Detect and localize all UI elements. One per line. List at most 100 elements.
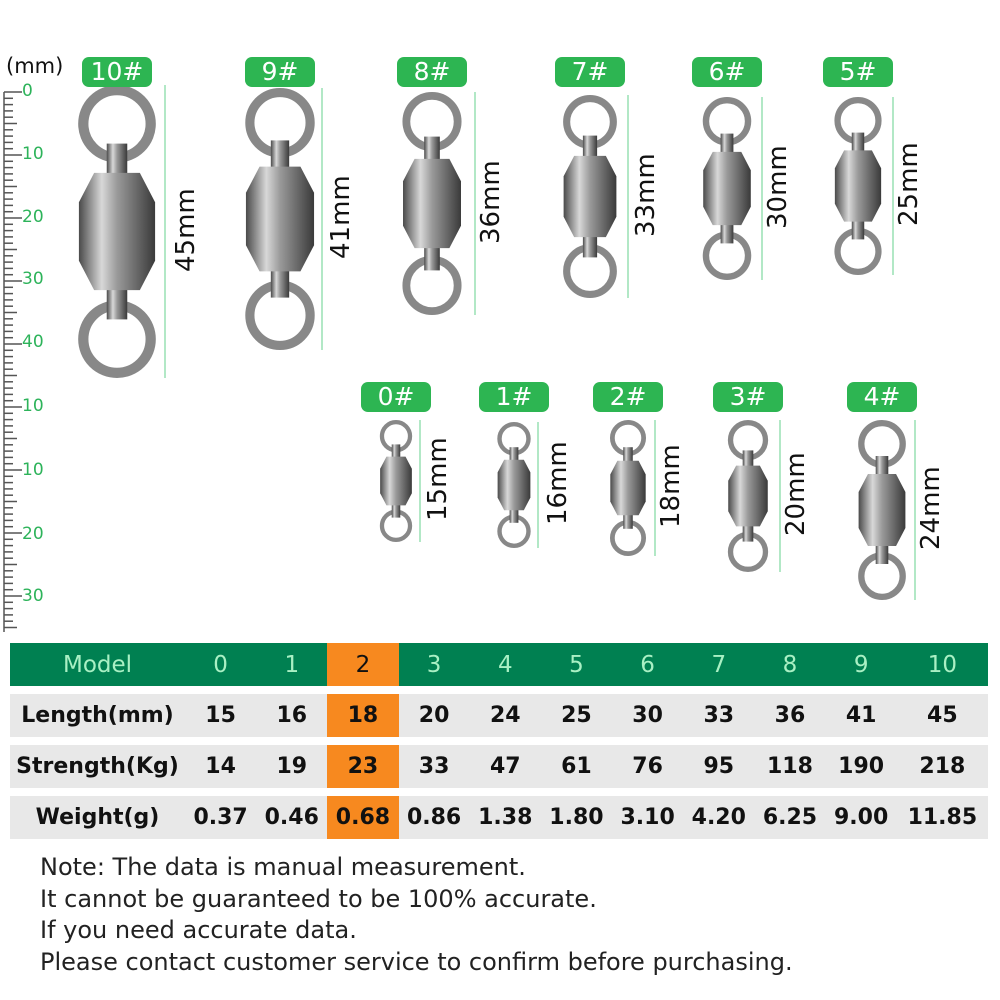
ruler-label: 30 [22, 586, 44, 606]
length-label: 30mm [763, 144, 793, 229]
table-cell: 7 [683, 643, 755, 686]
table-cell: 14 [185, 745, 257, 788]
note-line: Please contact customer service to confi… [40, 947, 793, 976]
table-cell: 3.10 [612, 796, 684, 839]
size-tag: 4# [847, 382, 917, 412]
size-tag: 2# [593, 382, 663, 412]
table-cell: 61 [540, 745, 613, 788]
table-cell: 4.20 [683, 796, 755, 839]
table-cell: 6.25 [754, 796, 826, 839]
length-label: 18mm [656, 444, 686, 528]
table-cell: 218 [896, 745, 988, 788]
length-label: 16mm [543, 441, 573, 525]
length-label: 33mm [631, 152, 661, 237]
ruler-label: 40 [22, 332, 44, 352]
note-line: It cannot be guaranteed to be 100% accur… [40, 884, 597, 913]
length-label: 36mm [476, 159, 506, 244]
swivel-9# [245, 87, 315, 350]
size-tag: 10# [82, 57, 152, 87]
length-label: 25mm [894, 142, 924, 226]
size-tag: 8# [397, 57, 467, 87]
ruler-label: 10 [22, 144, 44, 164]
length-label: 20mm [781, 452, 811, 536]
table-cell: 10 [896, 643, 988, 686]
table-cell: 41 [825, 694, 897, 737]
ruler-label: 20 [22, 524, 44, 544]
table-cell: 0.86 [398, 796, 470, 839]
ruler-label: 10 [22, 396, 44, 416]
row-label: Weight(g) [10, 796, 185, 839]
swivel-illustrations [3, 85, 916, 632]
swivel-6# [702, 96, 752, 281]
table-cell: 18 [327, 694, 399, 737]
table-cell: 47 [469, 745, 541, 788]
row-label: Strength(Kg) [10, 745, 185, 788]
swivel-1# [497, 422, 531, 549]
table-cell: 8 [754, 643, 826, 686]
table-cell: 45 [896, 694, 988, 737]
swivel-2# [609, 419, 647, 556]
table-cell: 23 [327, 745, 399, 788]
table-cell: 1.38 [469, 796, 541, 839]
row-label: Model [10, 643, 185, 686]
table-cell: 24 [469, 694, 541, 737]
notes: Note: The data is manual measurement. It… [40, 852, 793, 978]
table-cell: 2 [327, 643, 399, 686]
swivel-10# [78, 85, 156, 378]
table-cell: 76 [612, 745, 684, 788]
table-cell: 33 [683, 694, 755, 737]
ruler-unit: (mm) [6, 54, 64, 78]
table-cell: 0.46 [256, 796, 328, 839]
swivel-7# [563, 94, 617, 299]
table-cell: 15 [185, 694, 257, 737]
table-cell: 30 [612, 694, 684, 737]
note-line: If you need accurate data. [40, 916, 357, 944]
table-row: Weight(g) 0.37 0.46 0.68 0.86 1.38 1.80 3.10 4.2… [10, 796, 988, 839]
length-label: 24mm [916, 466, 946, 550]
table-cell: 16 [256, 694, 328, 737]
size-tag: 5# [823, 57, 893, 87]
ruler-label: 10 [22, 460, 44, 480]
note-line: Note: The data is manual measurement. [40, 853, 526, 881]
table-cell: 6 [612, 643, 684, 686]
table-cell: 95 [683, 745, 755, 788]
table-row: Model 0 1 2 3 4 5 6 7 8 9 10 [10, 643, 988, 686]
size-tag: 9# [245, 57, 315, 87]
table-cell: 3 [398, 643, 470, 686]
ruler-label: 30 [22, 269, 44, 289]
table-cell: 4 [469, 643, 541, 686]
spec-table: Model 0 1 2 3 4 5 6 7 8 9 10 Length(mm) 15 16 18 20 24 25 3… [10, 635, 988, 847]
table-cell: 0 [185, 643, 257, 686]
table-cell: 118 [754, 745, 826, 788]
table-cell: 0.37 [185, 796, 257, 839]
swivel-0# [379, 420, 413, 543]
table-cell: 0.68 [327, 796, 399, 839]
ruler-label: 20 [22, 207, 44, 227]
size-tag: 0# [361, 382, 431, 412]
table-cell: 19 [256, 745, 328, 788]
size-tag: 3# [713, 382, 783, 412]
row-label: Length(mm) [10, 694, 185, 737]
table-row: Length(mm) 15 16 18 20 24 25 30 33 36 41 45 [10, 694, 988, 737]
swivel-8# [402, 91, 462, 316]
table-cell: 9 [825, 643, 897, 686]
length-label: 15mm [423, 437, 453, 521]
ruler-label: 0 [22, 81, 33, 101]
table-cell: 1.80 [540, 796, 613, 839]
swivel-3# [727, 420, 769, 573]
table-row: Strength(Kg) 14 19 23 33 47 61 76 95 118 190 218 [10, 745, 988, 788]
size-tag: 6# [692, 57, 762, 87]
swivel-5# [834, 96, 882, 275]
table-cell: 36 [754, 694, 826, 737]
table-cell: 1 [256, 643, 328, 686]
table-cell: 11.85 [896, 796, 988, 839]
size-tag: 1# [479, 382, 549, 412]
table-cell: 190 [825, 745, 897, 788]
swivel-4# [858, 419, 906, 601]
length-label: 45mm [171, 187, 201, 272]
table-cell: 25 [540, 694, 613, 737]
table-cell: 5 [540, 643, 613, 686]
size-tag: 7# [555, 57, 625, 87]
table-cell: 20 [398, 694, 470, 737]
table-cell: 33 [398, 745, 470, 788]
